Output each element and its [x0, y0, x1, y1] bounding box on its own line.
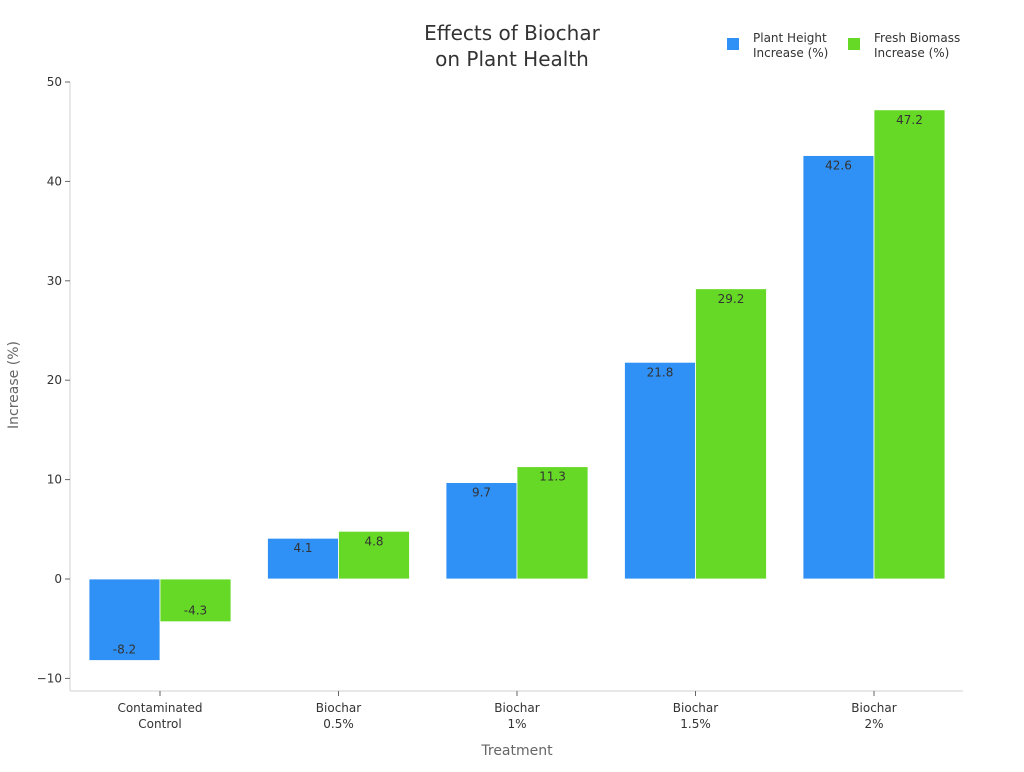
legend-label: Increase (%) — [753, 46, 828, 60]
x-tick-label: 0.5% — [323, 717, 354, 731]
bar — [873, 109, 946, 580]
legend-swatch — [727, 38, 739, 50]
bar — [624, 361, 696, 580]
bar — [267, 537, 339, 580]
bar — [516, 466, 589, 580]
chart-title-line: on Plant Health — [435, 47, 589, 71]
legend-label: Plant Height — [753, 31, 827, 45]
bar — [445, 482, 518, 580]
data-label: -8.2 — [113, 643, 136, 657]
bar — [695, 288, 767, 580]
y-tick-label: 50 — [47, 75, 62, 89]
bar — [802, 155, 875, 580]
bar — [338, 530, 410, 580]
data-label: 9.7 — [472, 486, 491, 500]
x-tick-label: Contaminated — [117, 701, 202, 715]
bar — [88, 578, 161, 661]
data-label: -4.3 — [184, 604, 207, 618]
x-tick-label: 1% — [507, 717, 526, 731]
x-axis-label: Treatment — [480, 743, 553, 759]
data-label: 21.8 — [647, 365, 674, 379]
y-tick-label: 10 — [47, 473, 62, 487]
y-tick-label: −10 — [37, 671, 62, 685]
data-label: 29.2 — [718, 292, 745, 306]
data-label: 4.8 — [364, 534, 383, 548]
y-tick-label: 20 — [47, 373, 62, 387]
data-label: 11.3 — [539, 470, 566, 484]
data-label: 47.2 — [896, 113, 923, 127]
y-tick-label: 0 — [54, 572, 62, 586]
y-tick-label: 30 — [47, 274, 62, 288]
legend-swatch — [848, 38, 860, 50]
data-label: 42.6 — [825, 159, 852, 173]
x-tick-label: Biochar — [494, 701, 539, 715]
data-label: 4.1 — [293, 541, 312, 555]
x-tick-label: Biochar — [316, 701, 361, 715]
bars: -8.2 4.1 9.7 21.8 42.6 -4.3 4.8 11.3 29.2 47.2 — [88, 109, 946, 661]
x-tick-label: Control — [138, 717, 181, 731]
bar — [159, 578, 232, 623]
legend-label: Fresh Biomass — [874, 31, 960, 45]
x-tick-label: Biochar — [851, 701, 896, 715]
y-tick-label: 40 — [47, 174, 62, 188]
x-tick-label: 2% — [864, 717, 883, 731]
y-axis-label: Increase (%) — [6, 341, 22, 429]
chart-title-line: Effects of Biochar — [424, 21, 600, 45]
x-tick-label: 1.5% — [680, 717, 711, 731]
axes: −10 0 10 20 30 40 50 Contaminated Control Biochar… — [37, 75, 963, 731]
x-tick-label: Biochar — [673, 701, 718, 715]
legend-label: Increase (%) — [874, 46, 949, 60]
